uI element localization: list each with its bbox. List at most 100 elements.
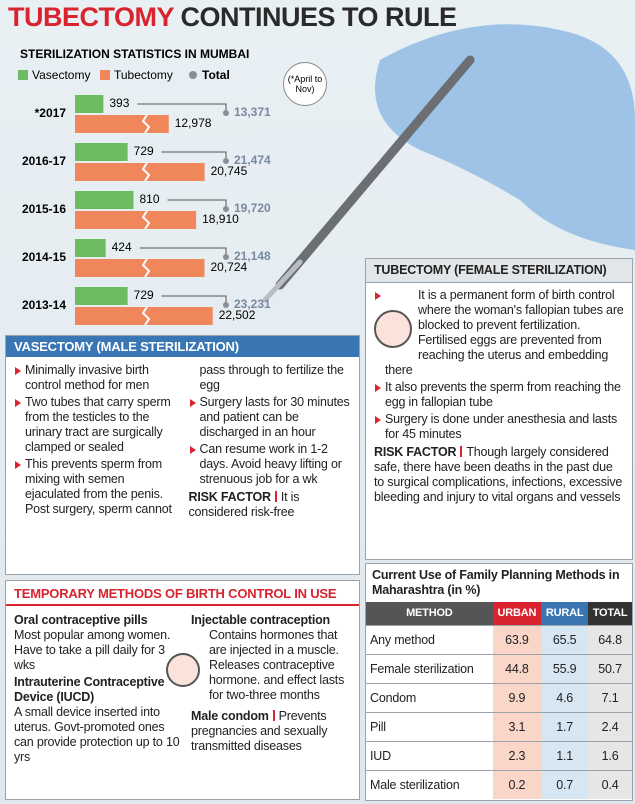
value-label: 20,724 (210, 260, 247, 274)
bar (75, 287, 128, 305)
row-label: IUD (366, 741, 493, 771)
cell-value: 2.3 (492, 741, 542, 771)
bar (75, 239, 106, 257)
legend-swatch (100, 70, 110, 80)
method-description: Most popular among women. Have to take a… (14, 628, 171, 672)
cell-value: 0.7 (541, 770, 589, 799)
bar (75, 163, 205, 181)
value-label: 20,745 (211, 164, 248, 178)
page-title: TUBECTOMY CONTINUES TO RULE (8, 2, 457, 33)
separator (272, 710, 275, 721)
cell-value: 4.6 (541, 683, 589, 713)
table-title: Current Use of Family Planning Methods i… (372, 568, 620, 597)
column-header: METHOD (366, 602, 493, 626)
method-description: A small device inserted into uterus. Gov… (14, 705, 180, 764)
table-row: Male sterilization 0.2 0.7 0.4 (366, 770, 632, 799)
vasectomy-points: Minimally invasive birth control method … (14, 363, 351, 520)
total-label: 13,371 (234, 105, 271, 119)
value-label: 424 (112, 240, 132, 254)
table-box: Current Use of Family Planning Methods i… (365, 563, 633, 801)
cell-value: 55.9 (541, 654, 589, 684)
cell-value: 1.1 (541, 741, 589, 771)
title-rest: CONTINUES TO RULE (180, 2, 458, 32)
value-label: 393 (109, 96, 129, 110)
value-label: 12,978 (175, 116, 212, 130)
category-label: 2014-15 (22, 250, 66, 264)
legend-label: Vasectomy (32, 68, 90, 82)
title-highlight: TUBECTOMY (8, 2, 174, 32)
category-label: 2015-16 (22, 202, 66, 216)
method-name: Intrauterine Contraceptive Device (IUCD) (14, 675, 165, 704)
category-label: 2016-17 (22, 154, 66, 168)
row-label: Female sterilization (366, 654, 493, 684)
cell-value: 65.5 (541, 625, 589, 655)
risk-label: RISK FACTOR (374, 445, 457, 459)
cell-value: 44.8 (492, 654, 542, 684)
table-row: IUD 2.3 1.1 1.6 (366, 741, 632, 771)
row-label: Male sterilization (366, 770, 493, 799)
total-marker (223, 110, 229, 116)
connector (137, 103, 227, 113)
tubectomy-points: It is a permanent form of birth control … (374, 288, 624, 442)
bullet-point: It also prevents the sperm from reaching… (374, 380, 624, 410)
bar (75, 143, 128, 161)
total-marker (223, 206, 229, 212)
category-label: *2017 (35, 106, 67, 120)
legend-swatch (18, 70, 28, 80)
bullet-point: Can resume work in 1-2 days. Avoid heavy… (189, 442, 352, 487)
axis-break (141, 162, 151, 182)
cell-value: 0.2 (492, 770, 542, 799)
connector (161, 295, 227, 305)
table-row: Female sterilization 44.8 55.9 50.7 (366, 654, 632, 684)
method-description: Prevents pregnancies and sexually transm… (191, 709, 328, 753)
legend-swatch (189, 71, 197, 79)
injection-icon (166, 653, 200, 687)
scalpel (275, 55, 475, 290)
bar (75, 95, 104, 113)
method-right: Injectable contraception Contains hormon… (191, 613, 353, 754)
vasectomy-box: VASECTOMY (MALE STERILIZATION) Minimally… (5, 335, 360, 575)
column-header: RURAL (541, 602, 589, 626)
row-label: Condom (366, 683, 493, 713)
value-label: 729 (134, 144, 154, 158)
bar (75, 259, 205, 277)
value-label: 810 (140, 192, 160, 206)
vasectomy-risk: RISK FACTOR It is considered risk-free (189, 490, 352, 520)
method-description: Contains hormones that are injected in a… (209, 628, 345, 702)
total-label: 23,231 (234, 297, 271, 311)
category-label: 2013-14 (22, 298, 66, 312)
total-marker (223, 302, 229, 308)
row-label: Pill (366, 712, 493, 742)
cell-value: 64.8 (588, 625, 632, 655)
risk-text: It is considered risk-free (188, 490, 300, 519)
separator (460, 446, 463, 457)
axis-break (141, 210, 151, 230)
chart-title: STERILIZATION STATISTICS IN MUMBAI (20, 47, 249, 61)
bar (75, 115, 169, 133)
bar (75, 191, 134, 209)
method-name: Male condom (191, 709, 269, 723)
cell-value: 2.4 (588, 712, 632, 742)
bullet-point: Surgery is done under anesthesia and las… (374, 412, 624, 442)
temporary-title: TEMPORARY METHODS OF BIRTH CONTROL IN US… (6, 581, 359, 606)
cell-value: 50.7 (588, 654, 632, 684)
table-row: Pill 3.1 1.7 2.4 (366, 712, 632, 742)
uterus-icon (374, 310, 412, 348)
tubectomy-title: TUBECTOMY (FEMALE STERILIZATION) (366, 259, 632, 283)
connector (139, 247, 227, 257)
row-label: Any method (366, 625, 493, 655)
total-label: 21,474 (234, 153, 271, 167)
method-name: Oral contraceptive pills (14, 613, 148, 627)
axis-break (141, 258, 151, 278)
table-row: Condom 9.9 4.6 7.1 (366, 683, 632, 713)
cell-value: 0.4 (588, 770, 632, 799)
bullet-point: This prevents sperm from mixing with sem… (14, 363, 351, 520)
risk-label: RISK FACTOR (188, 490, 272, 504)
cell-value: 3.1 (492, 712, 542, 742)
cell-value: 9.9 (492, 683, 542, 713)
column-header: TOTAL (588, 602, 632, 626)
total-marker (223, 254, 229, 260)
total-label: 21,148 (234, 249, 271, 263)
chart-note: (*April to Nov) (283, 62, 327, 106)
legend-label: Total (202, 68, 230, 82)
